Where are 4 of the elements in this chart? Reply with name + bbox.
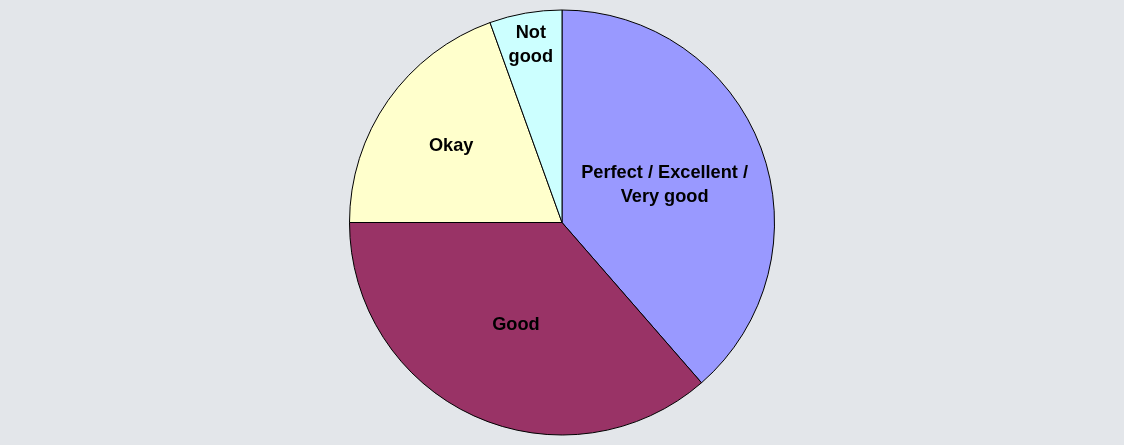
slice-label: Good xyxy=(492,313,540,334)
slice-label: Okay xyxy=(428,135,475,156)
slice-label: Perfect / Excellent / Very good xyxy=(581,162,748,206)
slice-label: Not good xyxy=(508,22,554,67)
